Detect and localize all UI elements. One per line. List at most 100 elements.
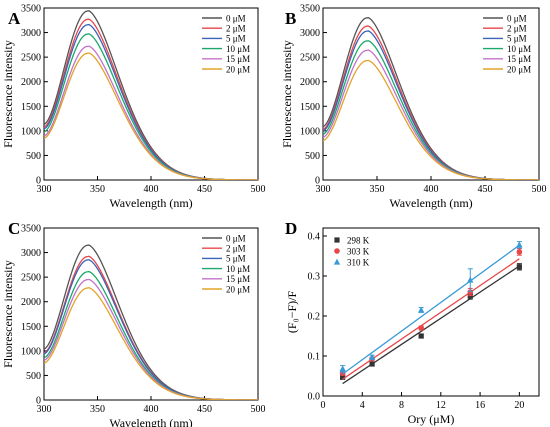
- x-axis-label: Ory (μM): [408, 412, 455, 426]
- data-point: [417, 306, 425, 313]
- y-tick-label: 2500: [21, 53, 41, 64]
- x-tick-label: 0: [321, 400, 326, 411]
- plot-area: [44, 244, 258, 400]
- fit-line: [342, 265, 520, 385]
- y-tick-label: 2000: [21, 77, 41, 88]
- x-tick-label: 450: [197, 404, 212, 415]
- y-tick-label: 0.1: [308, 352, 321, 363]
- panel-a: A 300 350 400 450 500 0 500 1000 1500 2000 2500 3000…: [1, 4, 266, 211]
- y-tick-label: 2000: [300, 77, 320, 88]
- plot-frame: [322, 227, 540, 397]
- data-point: [340, 374, 346, 380]
- legend-label: 2 μM: [226, 244, 246, 254]
- legend-marker: [334, 248, 340, 254]
- legend-label: 20 μM: [226, 284, 250, 294]
- x-axis-label: Wavelength (nm): [389, 196, 472, 210]
- y-tick-label: 2000: [21, 297, 41, 308]
- legend-label: 303 K: [347, 246, 370, 256]
- y-tick-label: 1500: [21, 102, 41, 113]
- data-point: [369, 361, 375, 367]
- legend-label: 20 μM: [507, 64, 531, 74]
- panel-letter: C: [8, 219, 20, 238]
- y-tick-label: 3500: [300, 4, 320, 15]
- legend-label: 2 μM: [507, 24, 527, 34]
- y-tick-label: 3000: [21, 248, 41, 259]
- data-point: [467, 276, 474, 283]
- x-tick-label: 400: [144, 184, 159, 195]
- y-tick-label: 1500: [21, 322, 41, 333]
- y-tick-label: 1500: [300, 102, 320, 113]
- data-point: [516, 241, 523, 248]
- panel-letter: B: [285, 9, 296, 28]
- y-tick-label: 0.4: [308, 232, 321, 243]
- series-2: [339, 241, 523, 375]
- legend-label: 15 μM: [226, 54, 250, 64]
- x-tick-label: 500: [251, 404, 266, 415]
- x-tick-label: 16: [475, 400, 485, 411]
- y-tick-label: 2500: [300, 53, 320, 64]
- series-1: [339, 248, 523, 380]
- legend-label: 10 μM: [507, 44, 531, 54]
- y-tick-label: 2500: [21, 273, 41, 284]
- y-tick-label: 1000: [300, 126, 320, 137]
- series-line-4: [44, 278, 258, 400]
- x-tick-label: 4: [360, 400, 365, 411]
- fit-line: [342, 244, 520, 375]
- y-axis-label: Fluorescence intensity: [1, 40, 15, 148]
- series-line-5: [323, 59, 539, 180]
- legend-label: 298 K: [347, 235, 370, 245]
- y-tick-label: 1000: [21, 346, 41, 357]
- legend-marker: [334, 237, 340, 243]
- legend-label: 15 μM: [226, 274, 250, 284]
- data-point: [516, 264, 522, 270]
- x-tick-label: 450: [197, 184, 212, 195]
- x-tick-label: 20: [514, 400, 524, 411]
- x-tick-label: 300: [37, 404, 52, 415]
- data-point: [418, 333, 424, 339]
- y-tick-label: 3000: [21, 28, 41, 39]
- panel-d: D 0 4 8 12 16 20 0.0 0.1 0.2 0.3 0.4 Ory (μM) (F₀−F)/…: [285, 219, 540, 426]
- panel-letter: D: [285, 219, 297, 238]
- y-tick-label: 3000: [300, 28, 320, 39]
- data-point: [418, 325, 424, 331]
- x-tick-label: 8: [399, 400, 404, 411]
- legend-label: 5 μM: [226, 254, 246, 264]
- x-axis-label: Wavelength (nm): [109, 196, 192, 210]
- y-tick-label: 500: [305, 151, 320, 162]
- y-tick-label: 500: [26, 371, 41, 382]
- data-point: [516, 249, 523, 255]
- panel-letter: A: [8, 9, 21, 28]
- y-tick-label: 0: [36, 176, 41, 187]
- y-axis-label: Fluorescence intensity: [280, 40, 294, 148]
- panel-b: B 300 350 400 450 500 0 500 1000 1500 2000 2500 3000…: [280, 4, 547, 211]
- legend-label: 0 μM: [226, 13, 246, 23]
- y-tick-label: 3500: [21, 224, 41, 235]
- data-point: [368, 353, 376, 360]
- x-tick-label: 500: [251, 184, 266, 195]
- legend-marker: [333, 258, 341, 265]
- legend-label: 2 μM: [226, 24, 246, 34]
- y-tick-label: 0: [36, 396, 41, 407]
- legend-label: 5 μM: [226, 34, 246, 44]
- legend-label: 15 μM: [507, 54, 531, 64]
- x-tick-label: 400: [424, 184, 439, 195]
- y-axis-label: Fluorescence intensity: [1, 260, 15, 368]
- x-tick-label: 300: [316, 184, 331, 195]
- fit-line: [342, 258, 520, 380]
- x-tick-label: 400: [144, 404, 159, 415]
- x-tick-label: 300: [37, 184, 52, 195]
- legend-label: 310 K: [347, 257, 370, 267]
- series-line-5: [44, 287, 258, 400]
- x-tick-label: 350: [90, 184, 105, 195]
- x-axis-label: Wavelength (nm): [109, 416, 192, 427]
- legend-label: 5 μM: [507, 34, 527, 44]
- series-line-5: [44, 52, 258, 180]
- y-tick-label: 3500: [21, 4, 41, 15]
- series-0: [340, 263, 522, 385]
- y-tick-label: 0.0: [308, 392, 321, 403]
- plot-area: [339, 241, 523, 385]
- data-point: [467, 289, 474, 295]
- legend-label: 10 μM: [226, 44, 250, 54]
- x-tick-label: 500: [532, 184, 547, 195]
